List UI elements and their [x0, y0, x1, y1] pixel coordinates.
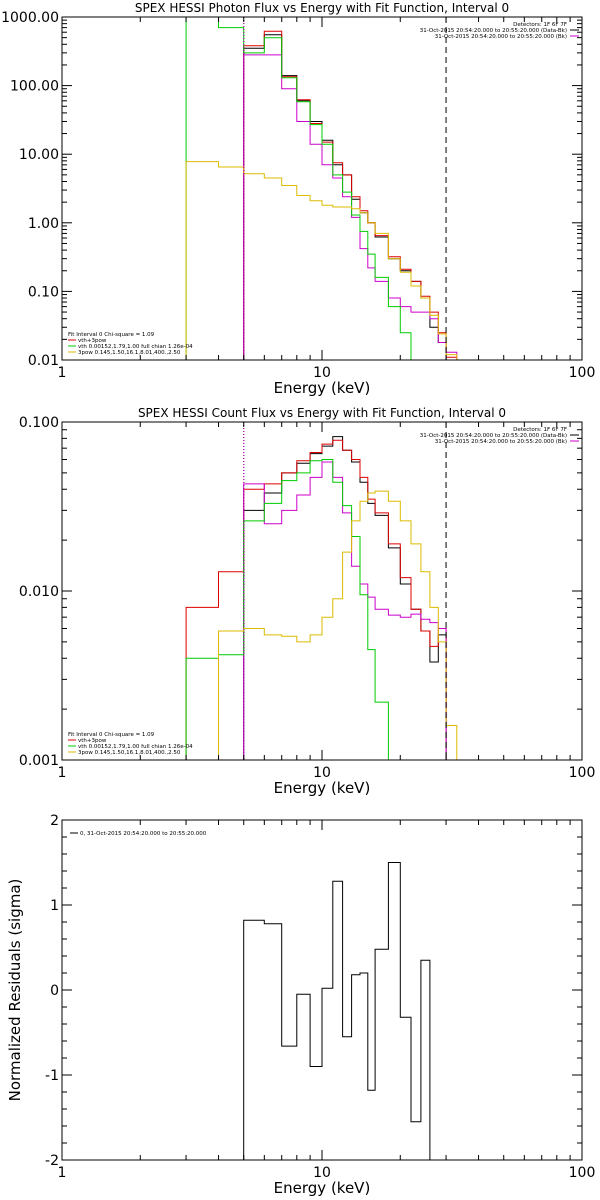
plot-frame [61, 16, 583, 361]
y-tick-label: 0.010 [19, 584, 59, 600]
x-tick-label: 10 [313, 1165, 331, 1181]
legend-entry: 3pow 0.145,1.50,16.1,8.01,400.,2.50 [78, 750, 181, 756]
legend-entry: vth 0.00152,1.79,1.00 full chian 1.26e-0… [78, 344, 193, 350]
y-tick-label: 1.00 [28, 216, 59, 232]
chart-title: SPEX HESSI Count Flux vs Energy with Fit… [138, 406, 506, 420]
series-group [243, 862, 431, 1160]
y-tick-label: 1 [50, 898, 59, 914]
y-tick-label: 10.00 [19, 147, 59, 163]
series-line-3 [243, 461, 447, 760]
y-tick-label: 2 [50, 813, 59, 829]
x-tick-label: 10 [313, 765, 331, 781]
x-tick-label: 1 [58, 365, 67, 381]
header-line: 31-Oct-2015 20:54:20.000 to 20:55:20.000… [420, 433, 567, 439]
legend-entry: vth 0.00152,1.79,1.00 full chian 1.26e-0… [78, 744, 193, 750]
x-tick-label: 100 [569, 1165, 596, 1181]
y-tick-label: 0.001 [19, 753, 59, 769]
chart-title: SPEX HESSI Photon Flux vs Energy with Fi… [135, 1, 509, 15]
header-line: 31-Oct-2015 20:54:20.000 to 20:55:20.000… [435, 34, 567, 40]
legend: 0, 31-Oct-2015 20:54:20.000 to 20:55:20.… [70, 831, 207, 837]
y-tick-label: -1 [45, 1068, 59, 1084]
series-line-2 [185, 439, 447, 760]
chart-panel-3: 1 10 100 Energy (keV) -2 -1 0 1 2 Normalized Resi… [6, 813, 595, 1197]
x-axis: 1 10 100 Energy (keV) [58, 422, 596, 797]
legend-entry: vth+3pow [78, 338, 107, 344]
series-line-2 [243, 30, 458, 360]
y-tick-label: 0.100 [19, 415, 59, 431]
series-line-1 [243, 34, 457, 360]
y-axis-title: Normalized Residuals (sigma) [6, 879, 24, 1102]
header-line: Detectors: 1F 6F 7F [513, 22, 567, 28]
x-axis: 1 10 100 Energy (keV) [58, 820, 596, 1197]
header-line: 31-Oct-2015 20:54:20.000 to 20:55:20.000… [435, 439, 567, 445]
x-axis: 1 10 100 Energy (keV) [58, 17, 596, 397]
x-axis-title: Energy (keV) [274, 779, 371, 797]
series-line-1 [243, 862, 431, 1160]
x-axis-title: Energy (keV) [274, 1179, 371, 1197]
chart-panel-2: SPEX HESSI Count Flux vs Energy with Fit… [19, 406, 595, 797]
series-group [185, 436, 458, 760]
x-tick-label: 100 [569, 365, 596, 381]
legend-entry: vth+3pow [78, 738, 107, 744]
y-tick-label: 100.00 [10, 79, 59, 95]
y-tick-label: 1000.00 [1, 10, 59, 26]
x-tick-label: 1 [58, 1165, 67, 1181]
y-tick-label: -2 [45, 1153, 59, 1169]
legend: Fit Interval 0 Chi-square = 1.09vth+3pow… [68, 332, 193, 356]
y-axis: 0.001 0.010 0.100 [19, 415, 582, 769]
series-line-5 [218, 490, 458, 760]
header-line: Detectors: 1F 6F 7F [513, 427, 567, 433]
series-line-4 [185, 17, 421, 360]
y-tick-label: 0.01 [28, 353, 59, 369]
series-group [185, 17, 458, 360]
x-tick-label: 10 [313, 365, 331, 381]
legend-entry: Fit Interval 0 Chi-square = 1.09 [68, 332, 155, 338]
y-tick-label: 0.10 [28, 284, 59, 300]
header-line: 31-Oct-2015 20:54:20.000 to 20:55:20.000… [420, 28, 567, 34]
chart-panel-1: SPEX HESSI Photon Flux vs Energy with Fi… [1, 1, 596, 397]
x-tick-label: 1 [58, 765, 67, 781]
series-line-4 [185, 459, 401, 760]
y-tick-label: 0 [50, 983, 59, 999]
legend-entry: Fit Interval 0 Chi-square = 1.09 [68, 732, 155, 738]
x-tick-label: 100 [569, 765, 596, 781]
series-line-3 [243, 54, 458, 360]
y-axis: 0.01 0.10 1.00 10.00 100.00 1000.00 [1, 10, 582, 369]
legend-entry: 0, 31-Oct-2015 20:54:20.000 to 20:55:20.… [80, 831, 207, 837]
series-line-1 [243, 436, 447, 760]
series-line-5 [185, 161, 458, 360]
legend: Fit Interval 0 Chi-square = 1.09vth+3pow… [68, 732, 193, 756]
x-axis-title: Energy (keV) [274, 379, 371, 397]
y-axis: -2 -1 0 1 2 Normalized Residuals (sigma) [6, 813, 582, 1169]
legend-entry: 3pow 0.145,1.50,16.1,8.01,400.,2.50 [78, 350, 181, 356]
